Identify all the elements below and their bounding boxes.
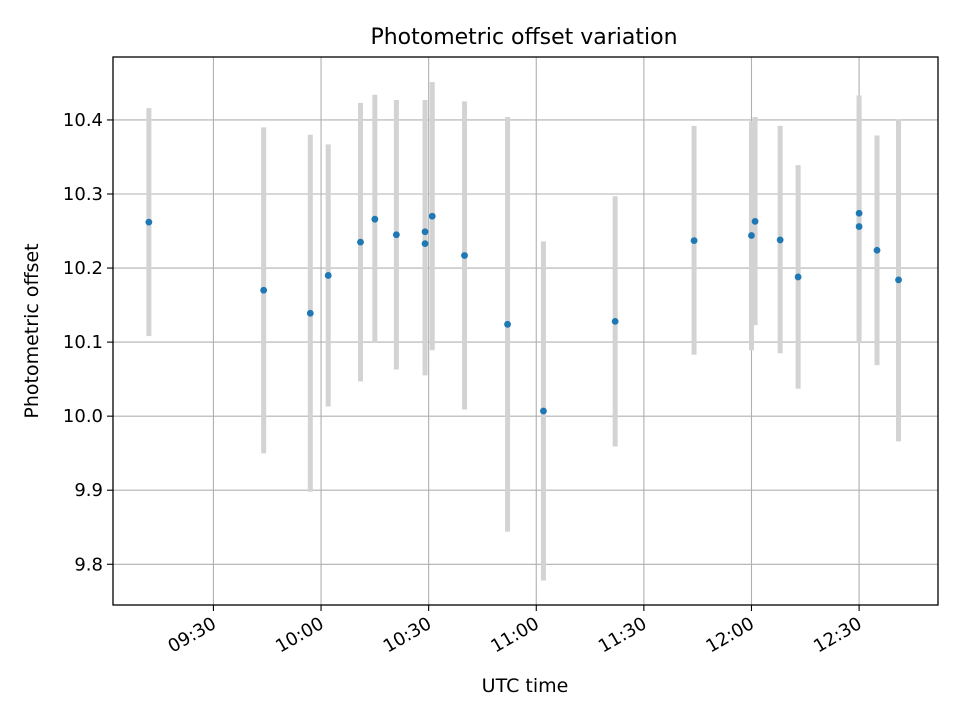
data-point: [260, 286, 268, 294]
y-tick-label: 10.0: [63, 406, 103, 427]
y-axis-label: Photometric offset: [21, 243, 43, 418]
data-point: [357, 238, 364, 246]
data-point: [776, 236, 784, 244]
data-point: [428, 212, 436, 220]
data-point: [748, 232, 755, 239]
y-tick-label: 10.1: [63, 332, 103, 353]
data-point: [371, 215, 379, 223]
data-point: [690, 237, 698, 245]
data-point: [855, 223, 863, 230]
data-point: [504, 320, 511, 328]
data-point: [392, 231, 400, 239]
y-tick-label: 10.3: [63, 184, 103, 205]
chart-title: Photometric offset variation: [370, 25, 677, 50]
y-tick-label: 9.9: [74, 480, 103, 501]
y-tick-label: 10.2: [63, 258, 103, 279]
data-point: [145, 218, 153, 226]
data-point: [751, 218, 759, 225]
data-point: [421, 228, 429, 236]
data-point: [324, 272, 332, 279]
y-tick-label: 10.4: [63, 110, 103, 131]
data-points: [145, 209, 902, 415]
plot-area-frame: [112, 56, 939, 606]
data-point: [461, 252, 468, 259]
data-point: [306, 309, 314, 317]
data-point: [611, 317, 619, 325]
data-point: [421, 240, 429, 248]
data-point: [855, 209, 863, 217]
x-axis-label: UTC time: [482, 675, 569, 697]
data-point: [873, 246, 881, 254]
y-axis-ticks: 9.8 9.9 10.0 10.1 10.2 10.3 10.4: [63, 110, 113, 575]
data-point: [540, 407, 547, 415]
data-point: [895, 276, 902, 284]
y-tick-label: 9.8: [74, 554, 103, 575]
data-point: [794, 273, 802, 281]
